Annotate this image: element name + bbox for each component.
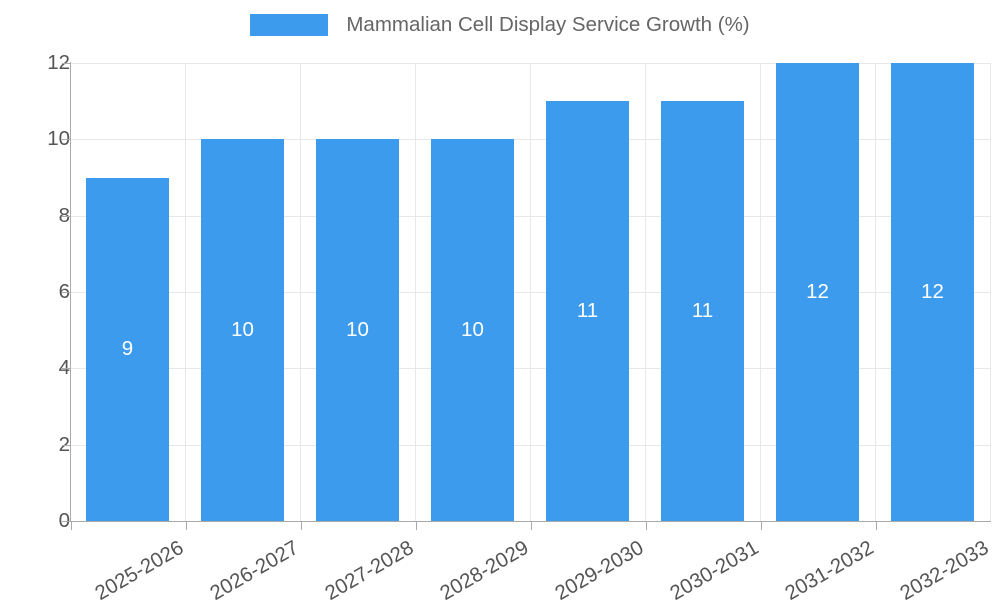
bar[interactable]: 11 (546, 101, 629, 521)
gridline-vertical (415, 63, 416, 521)
bar[interactable]: 10 (431, 139, 514, 521)
y-axis-tick-mark (62, 444, 70, 446)
y-axis-line (70, 62, 71, 522)
bar-value-label: 10 (346, 318, 369, 342)
y-axis-ticks: 0 2 4 6 8 10 12 (0, 0, 70, 600)
bar[interactable]: 12 (776, 63, 859, 521)
bar-value-label: 12 (921, 280, 944, 303)
y-axis-tick-mark (62, 368, 70, 370)
x-axis-tick-mark (531, 521, 532, 530)
y-axis-tick-label: 8 (12, 204, 70, 228)
x-axis-tick-label: 2030-2031 (665, 536, 762, 605)
y-axis-tick-label: 10 (47, 127, 70, 151)
y-axis-tick-label: 12 (47, 51, 70, 74)
x-axis-tick-mark (876, 521, 877, 530)
bar[interactable]: 9 (86, 177, 169, 521)
y-axis-tick-label: 2 (12, 433, 70, 457)
y-axis-tick-label: 6 (12, 280, 70, 304)
bar[interactable]: 10 (201, 139, 284, 521)
x-axis-line (70, 521, 991, 522)
bar[interactable]: 10 (316, 139, 399, 521)
x-axis-tick-label: 2028-2029 (435, 536, 532, 605)
bar-value-label: 11 (576, 299, 599, 323)
x-axis-tick-label: 2027-2028 (320, 536, 417, 605)
x-axis-tick-mark (646, 521, 647, 530)
x-axis-tick-label: 2029-2030 (550, 536, 647, 605)
y-axis-tick-mark (62, 521, 70, 522)
bar[interactable]: 11 (661, 101, 744, 521)
gridline-vertical (760, 63, 761, 521)
bar-value-label: 11 (691, 299, 714, 323)
plot-area: 9 10 10 10 11 11 12 12 (70, 63, 991, 522)
bar-value-label: 9 (121, 337, 134, 361)
gridline-vertical (645, 63, 646, 521)
bar[interactable]: 12 (891, 63, 974, 521)
legend-color-swatch (250, 14, 329, 36)
legend-series-label: Mammalian Cell Display Service Growth (%… (346, 13, 750, 36)
bar-value-label: 10 (461, 318, 484, 342)
x-axis-tick-mark (416, 521, 417, 530)
x-axis-tick-label: 2025-2026 (90, 536, 187, 605)
y-axis-tick-label: 4 (12, 356, 70, 380)
y-axis-tick-mark (62, 292, 70, 293)
x-axis-tick-mark (301, 521, 302, 530)
gridline-vertical (300, 63, 301, 521)
gridline-vertical (990, 63, 991, 521)
bar-value-label: 12 (806, 280, 829, 303)
y-axis-tick-mark (62, 139, 70, 141)
x-axis-tick-label: 2026-2027 (205, 536, 302, 605)
y-axis-tick-label: 0 (12, 509, 70, 533)
y-axis-tick-mark (62, 215, 70, 217)
x-axis-tick-label: 2032-2033 (895, 536, 992, 605)
x-axis-tick-mark (71, 521, 72, 530)
gridline-vertical (875, 63, 876, 521)
x-axis-tick-label: 2031-2032 (780, 536, 877, 605)
x-axis-tick-mark (761, 521, 762, 530)
x-axis-tick-mark (186, 521, 187, 530)
gridline-vertical (530, 63, 531, 521)
bar-value-label: 10 (231, 318, 254, 342)
gridline-vertical (185, 63, 186, 521)
y-axis-tick-mark (62, 63, 70, 64)
chart-legend[interactable]: Mammalian Cell Display Service Growth (%… (0, 14, 1000, 36)
